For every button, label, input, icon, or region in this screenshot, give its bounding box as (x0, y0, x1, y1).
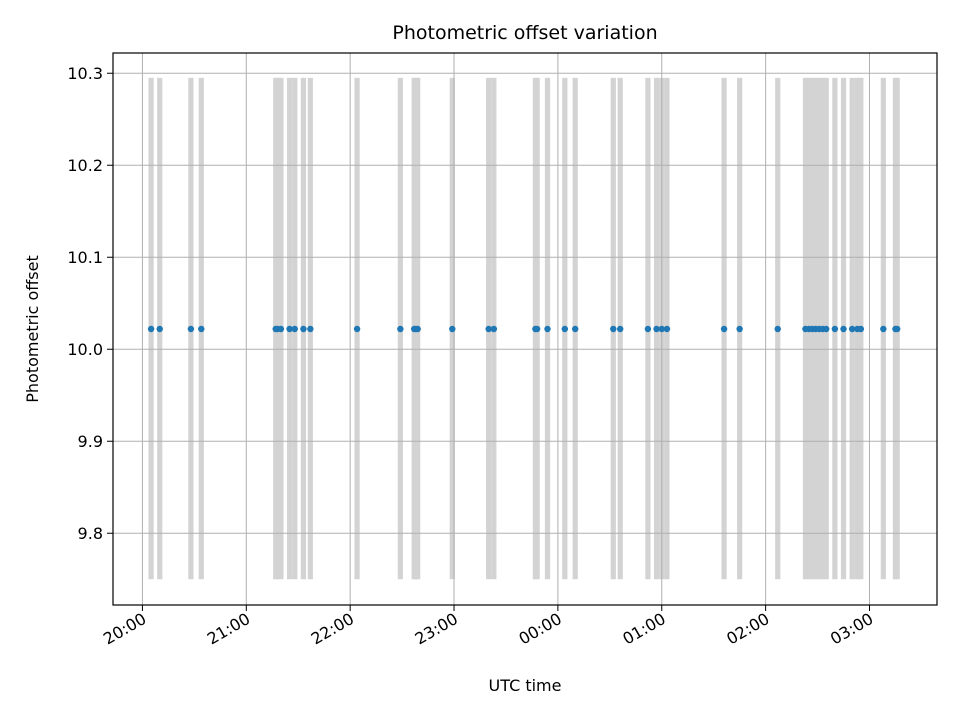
data-point-42 (848, 325, 856, 333)
data-point-26 (644, 325, 652, 333)
data-point-27 (653, 325, 660, 333)
data-point-41 (840, 325, 847, 333)
data-point-29 (663, 325, 671, 333)
data-point-9 (300, 325, 307, 333)
data-point-11 (353, 325, 361, 333)
y-axis-label: Photometric offset (23, 255, 42, 403)
data-point-45 (880, 325, 887, 333)
data-point-7 (286, 325, 293, 333)
data-point-3 (198, 325, 205, 333)
y-tick-label-0: 9.8 (78, 524, 103, 543)
x-tick-label-1: 21:00 (204, 609, 253, 649)
data-point-2 (187, 325, 195, 333)
x-tick-label-4: 00:00 (515, 609, 564, 649)
data-point-0 (147, 325, 155, 333)
data-point-39 (823, 325, 830, 333)
data-point-22 (561, 325, 569, 333)
data-point-8 (291, 325, 298, 333)
y-tick-label-2: 10.0 (67, 340, 103, 359)
x-axis-label: UTC time (489, 676, 562, 695)
data-point-18 (490, 325, 498, 333)
data-point-16 (449, 325, 456, 333)
data-point-15 (414, 325, 421, 333)
data-points (147, 325, 901, 333)
data-point-32 (774, 325, 781, 333)
data-point-6 (277, 325, 285, 333)
data-point-25 (617, 325, 624, 333)
data-point-31 (736, 325, 743, 333)
x-tick-label-6: 02:00 (723, 609, 772, 649)
data-point-28 (658, 325, 665, 333)
y-tick-label-4: 10.2 (67, 156, 103, 175)
x-tick-label-0: 20:00 (100, 609, 149, 649)
data-point-47 (893, 325, 901, 333)
data-point-10 (307, 325, 314, 333)
data-point-44 (857, 325, 865, 333)
data-point-17 (485, 325, 492, 333)
grid (113, 53, 937, 605)
x-tick-label-3: 23:00 (412, 609, 461, 649)
y-tick-label-5: 10.3 (67, 64, 103, 83)
data-point-30 (720, 325, 728, 333)
exposure-bands (148, 77, 900, 580)
data-point-23 (572, 325, 579, 333)
data-point-1 (156, 325, 163, 333)
x-tick-label-7: 03:00 (827, 609, 876, 649)
x-tick-label-5: 01:00 (619, 609, 668, 649)
y-tick-label-1: 9.9 (78, 432, 103, 451)
data-point-12 (397, 325, 404, 333)
plot-frame (112, 52, 938, 606)
data-point-20 (533, 325, 541, 333)
chart-title: Photometric offset variation (392, 22, 657, 44)
data-point-21 (544, 325, 551, 333)
data-point-40 (831, 325, 839, 333)
y-axis-ticks: 9.8 9.9 10.0 10.1 10.2 10.3 (67, 64, 113, 543)
x-tick-label-2: 22:00 (308, 609, 357, 649)
y-tick-label-3: 10.1 (67, 248, 103, 267)
data-point-24 (610, 325, 617, 333)
x-axis-ticks: 20:00 21:00 22:00 23:00 00:00 01:00 02:00 03:00 (100, 605, 876, 649)
